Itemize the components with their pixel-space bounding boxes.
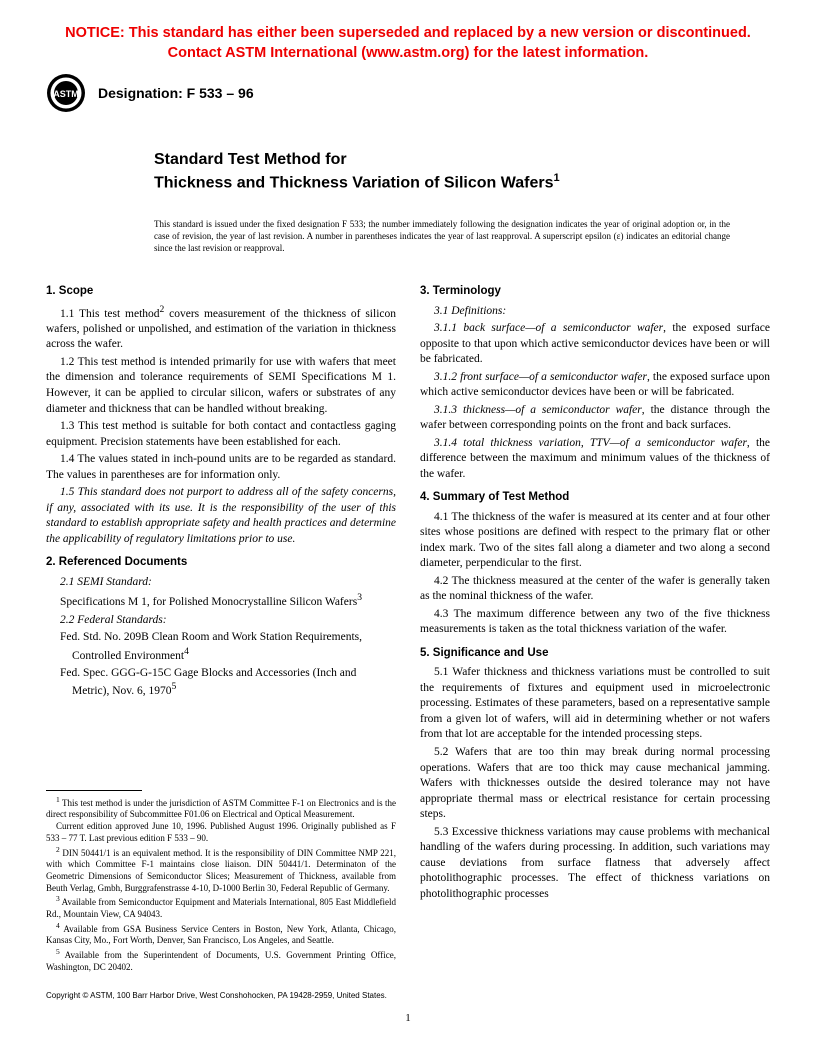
footnote-1: 1 This test method is under the jurisdic… xyxy=(46,795,396,821)
section-head-terminology: 3. Terminology xyxy=(420,284,770,300)
para-5-3: 5.3 Excessive thickness variations may c… xyxy=(420,825,770,903)
para-1-3: 1.3 This test method is suitable for bot… xyxy=(46,419,396,450)
fn1-text: This test method is under the jurisdicti… xyxy=(46,798,396,820)
fn4-text: Available from GSA Business Service Cent… xyxy=(46,924,396,946)
para-4-1: 4.1 The thickness of the wafer is measur… xyxy=(420,510,770,572)
footnotes-rule xyxy=(46,790,142,791)
footnote-5: 5 Available from the Superintendent of D… xyxy=(46,947,396,973)
section-head-summary: 4. Summary of Test Method xyxy=(420,490,770,506)
title-superscript: 1 xyxy=(554,172,560,184)
para-5-1: 5.1 Wafer thickness and thickness variat… xyxy=(420,665,770,743)
title-block: Standard Test Method for Thickness and T… xyxy=(154,149,730,194)
footnote-3: 3 Available from Semiconductor Equipment… xyxy=(46,894,396,920)
notice-banner: NOTICE: This standard has either been su… xyxy=(46,24,770,63)
para-1-2: 1.2 This test method is intended primari… xyxy=(46,355,396,417)
sub-2-2: 2.2 Federal Standards: xyxy=(46,613,396,629)
sup-5: 5 xyxy=(172,681,177,692)
def-3-1-1-term: 3.1.1 back surface—of a semiconductor wa… xyxy=(434,322,663,334)
footnote-1b: Current edition approved June 10, 1996. … xyxy=(46,821,396,844)
copyright-line: Copyright © ASTM, 100 Barr Harbor Drive,… xyxy=(46,991,387,1000)
ref-m1: Specifications M 1, for Polished Monocry… xyxy=(46,592,396,610)
sup-4: 4 xyxy=(184,646,189,657)
title-line1: Standard Test Method for xyxy=(154,151,347,168)
fn5-text: Available from the Superintendent of Doc… xyxy=(46,950,396,972)
def-3-1-1: 3.1.1 back surface—of a semiconductor wa… xyxy=(420,321,770,368)
ref-ggg: Fed. Spec. GGG-G-15C Gage Blocks and Acc… xyxy=(46,666,396,700)
document-title: Standard Test Method for Thickness and T… xyxy=(154,149,730,194)
para-4-2: 4.2 The thickness measured at the center… xyxy=(420,574,770,605)
def-3-1-3-term: 3.1.3 thickness—of a semiconductor wafer xyxy=(434,404,642,416)
sup-3: 3 xyxy=(357,592,362,603)
para-1-1-a: 1.1 This test method xyxy=(60,307,160,319)
def-3-1-2-term: 3.1.2 front surface—of a semiconductor w… xyxy=(434,371,647,383)
ref-m1-text: Specifications M 1, for Polished Monocry… xyxy=(60,596,357,608)
ref-209b: Fed. Std. No. 209B Clean Room and Work S… xyxy=(46,630,396,664)
right-column: 3. Terminology 3.1 Definitions: 3.1.1 ba… xyxy=(420,276,770,973)
title-line2: Thickness and Thickness Variation of Sil… xyxy=(154,174,554,191)
svg-text:ASTM: ASTM xyxy=(53,89,79,99)
ref-ggg-text: Fed. Spec. GGG-G-15C Gage Blocks and Acc… xyxy=(60,667,356,697)
page-number: 1 xyxy=(0,1012,816,1024)
body-columns: 1. Scope 1.1 This test method2 covers me… xyxy=(46,276,770,973)
para-4-3: 4.3 The maximum difference between any t… xyxy=(420,607,770,638)
notice-line2: Contact ASTM International (www.astm.org… xyxy=(168,45,649,61)
def-3-1-2: 3.1.2 front surface—of a semiconductor w… xyxy=(420,370,770,401)
header-row: ASTM Designation: F 533 – 96 xyxy=(46,73,770,113)
issue-note: This standard is issued under the fixed … xyxy=(154,218,730,254)
def-3-1-3: 3.1.3 thickness—of a semiconductor wafer… xyxy=(420,403,770,434)
para-1-1: 1.1 This test method2 covers measurement… xyxy=(46,304,396,353)
ref-209b-text: Fed. Std. No. 209B Clean Room and Work S… xyxy=(60,631,362,661)
sub-3-1: 3.1 Definitions: xyxy=(420,304,770,320)
footnote-4: 4 Available from GSA Business Service Ce… xyxy=(46,921,396,947)
astm-logo: ASTM xyxy=(46,73,86,113)
section-head-significance: 5. Significance and Use xyxy=(420,646,770,662)
fn3-text: Available from Semiconductor Equipment a… xyxy=(46,897,396,919)
section-head-referenced: 2. Referenced Documents xyxy=(46,555,396,571)
para-1-4: 1.4 The values stated in inch-pound unit… xyxy=(46,452,396,483)
left-column: 1. Scope 1.1 This test method2 covers me… xyxy=(46,276,396,973)
sub-2-1: 2.1 SEMI Standard: xyxy=(46,575,396,591)
fn2-text: DIN 50441/1 is an equivalent method. It … xyxy=(46,848,396,893)
designation-text: Designation: F 533 – 96 xyxy=(98,85,254,101)
def-3-1-4-term: 3.1.4 total thickness variation, TTV—of … xyxy=(434,437,747,449)
def-3-1-4: 3.1.4 total thickness variation, TTV—of … xyxy=(420,436,770,483)
notice-line1: NOTICE: This standard has either been su… xyxy=(65,25,751,41)
para-1-5: 1.5 This standard does not purport to ad… xyxy=(46,485,396,547)
para-5-2: 5.2 Wafers that are too thin may break d… xyxy=(420,745,770,823)
footnote-2: 2 DIN 50441/1 is an equivalent method. I… xyxy=(46,845,396,895)
section-head-scope: 1. Scope xyxy=(46,284,396,300)
